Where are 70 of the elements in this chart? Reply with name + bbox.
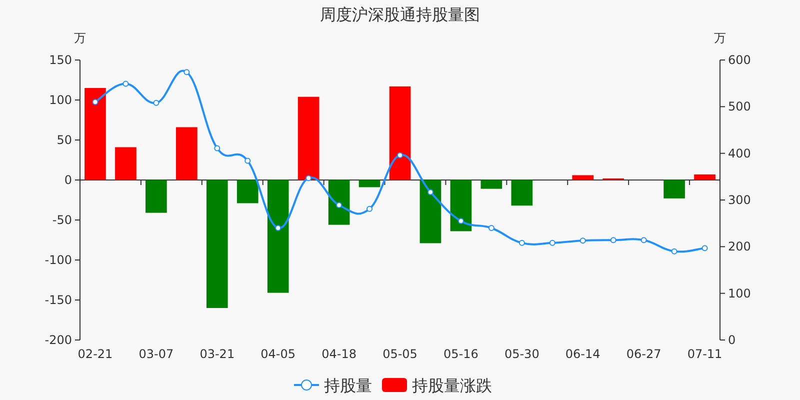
point bbox=[306, 175, 312, 182]
x-tick-label: 06-27 bbox=[626, 347, 662, 361]
y2-tick-label: 600 bbox=[728, 53, 751, 67]
y-axis-title: 万 bbox=[74, 31, 86, 45]
bar bbox=[267, 180, 289, 293]
y-tick-label: 50 bbox=[56, 133, 72, 147]
point bbox=[458, 218, 464, 224]
point bbox=[610, 237, 616, 244]
point bbox=[92, 99, 98, 105]
bar bbox=[572, 175, 594, 180]
bar bbox=[511, 180, 533, 206]
bar bbox=[328, 180, 350, 225]
bar bbox=[206, 180, 228, 308]
point bbox=[184, 69, 190, 76]
point bbox=[275, 225, 282, 231]
point bbox=[244, 158, 251, 164]
x-tick-label: 05-05 bbox=[382, 347, 418, 361]
y2-tick-label: 200 bbox=[728, 240, 751, 254]
bar bbox=[664, 180, 685, 198]
point bbox=[488, 225, 494, 231]
y-tick-label: -200 bbox=[44, 333, 72, 347]
bar bbox=[480, 180, 502, 189]
bar bbox=[420, 180, 442, 244]
x-tick-label: 03-21 bbox=[200, 347, 235, 361]
legend-label: 持股量 bbox=[324, 376, 372, 395]
point bbox=[702, 245, 708, 252]
point bbox=[153, 100, 160, 106]
point bbox=[397, 152, 403, 158]
point bbox=[122, 80, 129, 87]
bar bbox=[115, 147, 136, 180]
y2-tick-label: 400 bbox=[728, 146, 751, 160]
bar bbox=[358, 180, 380, 188]
point bbox=[671, 248, 678, 254]
x-tick-label: 02-21 bbox=[78, 347, 113, 361]
bar bbox=[389, 86, 411, 180]
bar bbox=[146, 180, 167, 213]
legend-label: 持股量涨跌 bbox=[412, 376, 492, 395]
y-tick-label: 150 bbox=[49, 53, 72, 67]
y-tick-label: -150 bbox=[44, 293, 72, 307]
y-tick-label: -100 bbox=[44, 253, 72, 267]
chart-title: 周度沪深股通持股量图 bbox=[320, 5, 480, 24]
point bbox=[580, 238, 586, 244]
bar bbox=[694, 174, 716, 180]
y2-tick-label: 0 bbox=[728, 333, 736, 347]
x-tick-label: 05-30 bbox=[504, 347, 540, 361]
bar bbox=[176, 127, 198, 180]
point bbox=[366, 206, 373, 212]
x-tick-label: 06-14 bbox=[565, 347, 600, 361]
x-tick-label: 04-18 bbox=[322, 347, 356, 361]
y2-tick-label: 100 bbox=[728, 286, 751, 300]
y2-tick-label: 500 bbox=[728, 100, 751, 114]
y2-axis-title: 万 bbox=[714, 31, 726, 45]
bar bbox=[236, 180, 258, 204]
bar bbox=[84, 88, 106, 180]
point bbox=[518, 240, 525, 246]
y-tick-label: 100 bbox=[49, 93, 72, 107]
point bbox=[214, 145, 220, 152]
y-tick-label: -50 bbox=[52, 213, 72, 227]
point bbox=[640, 237, 647, 244]
point bbox=[549, 240, 556, 246]
point bbox=[336, 202, 342, 208]
y-tick-label: 0 bbox=[64, 173, 72, 187]
x-tick-label: 07-11 bbox=[687, 347, 722, 361]
x-tick-label: 03-07 bbox=[138, 347, 174, 361]
bar bbox=[450, 180, 472, 232]
bar bbox=[298, 96, 320, 180]
x-tick-label: 05-16 bbox=[444, 347, 478, 361]
y2-tick-label: 300 bbox=[728, 193, 751, 207]
x-tick-label: 04-05 bbox=[260, 347, 296, 361]
point bbox=[427, 189, 434, 196]
